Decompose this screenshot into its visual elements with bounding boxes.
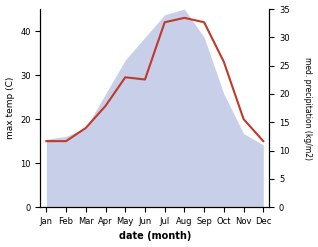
Y-axis label: max temp (C): max temp (C) (5, 77, 15, 139)
Y-axis label: med. precipitation (kg/m2): med. precipitation (kg/m2) (303, 57, 313, 160)
X-axis label: date (month): date (month) (119, 231, 191, 242)
